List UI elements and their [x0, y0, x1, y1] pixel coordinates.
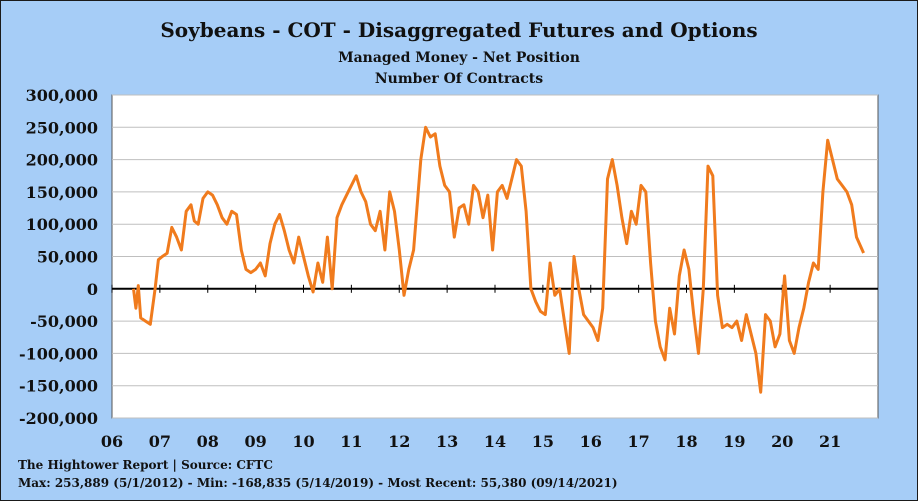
x-tick-label: 08 — [197, 432, 219, 451]
y-tick-label: 50,000 — [37, 248, 98, 267]
x-tick-label: 07 — [149, 432, 171, 451]
chart-svg: 300,000 250,000 200,000 150,000 100,000 50,00… — [0, 0, 918, 501]
x-tick-label: 17 — [627, 432, 649, 451]
y-tick-label: 300,000 — [26, 86, 98, 105]
y-tick-label: 200,000 — [26, 151, 98, 170]
x-tick-label: 12 — [388, 432, 410, 451]
y-tick-label: 0 — [87, 280, 98, 299]
footer-source: The Hightower Report | Source: CFTC — [18, 458, 273, 472]
x-tick-label: 13 — [436, 432, 458, 451]
y-tick-label: 150,000 — [26, 183, 98, 202]
y-tick-label: -50,000 — [30, 312, 98, 331]
x-tick-label: 15 — [532, 432, 554, 451]
y-tick-label: 100,000 — [26, 215, 98, 234]
footer-stats: Max: 253,889 (5/1/2012) - Min: -168,835 … — [18, 476, 618, 490]
y-tick-label: 250,000 — [26, 118, 98, 137]
x-tick-label: 19 — [723, 432, 745, 451]
x-tick-label: 14 — [484, 432, 506, 451]
y-tick-label: -100,000 — [19, 344, 98, 363]
x-tick-label: 09 — [244, 432, 266, 451]
x-tick-label: 16 — [580, 432, 602, 451]
x-tick-label: 06 — [101, 432, 123, 451]
x-tick-label: 11 — [340, 432, 362, 451]
x-tick-label: 10 — [292, 432, 314, 451]
x-tick-label: 20 — [771, 432, 793, 451]
x-tick-label: 18 — [675, 432, 697, 451]
x-tick-label: 21 — [819, 432, 841, 451]
y-tick-label: -150,000 — [19, 377, 98, 396]
y-tick-label: -200,000 — [19, 409, 98, 428]
